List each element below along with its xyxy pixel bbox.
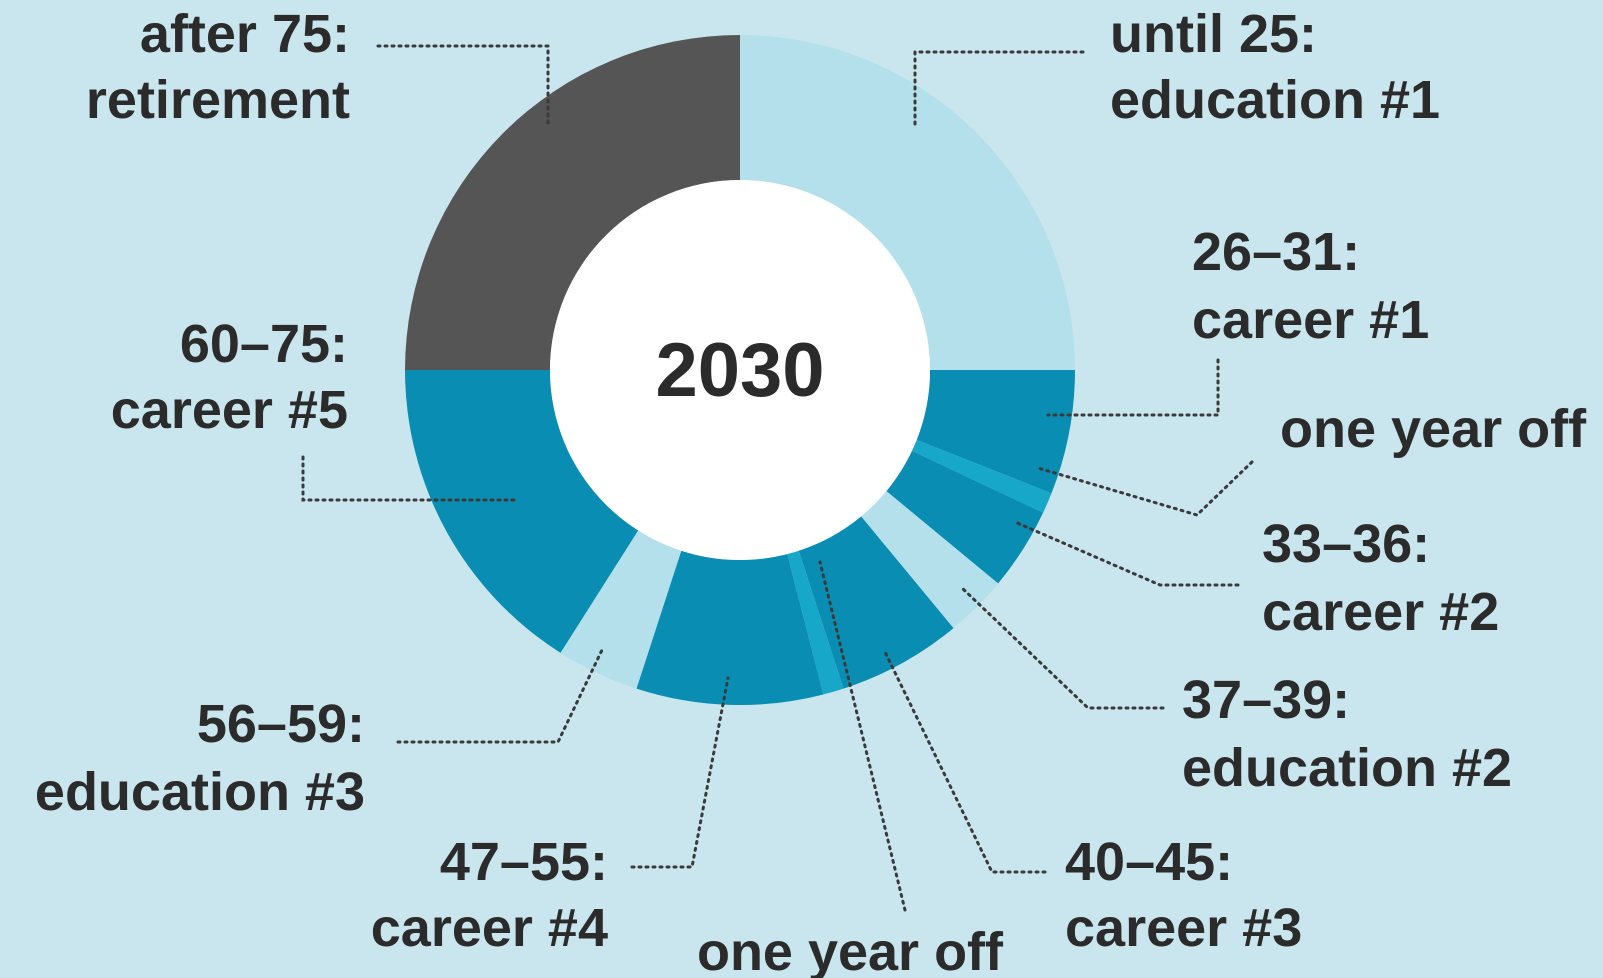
stage-label-edu2: education #2 — [1182, 738, 1512, 798]
range-label-edu1: until 25: — [1110, 4, 1317, 64]
slice-car4 — [636, 550, 824, 705]
leader-line-car3 — [883, 650, 1047, 874]
leader-line-edu2 — [960, 586, 1165, 710]
stage-label-edu1: education #1 — [1110, 70, 1440, 130]
stage-label-off1: one year off — [1280, 399, 1587, 459]
slice-ret — [405, 35, 740, 370]
stage-label-car1: career #1 — [1192, 290, 1429, 350]
range-label-edu3: 56–59: — [197, 694, 365, 754]
range-label-edu2: 37–39: — [1182, 670, 1350, 730]
range-label-car1: 26–31: — [1192, 222, 1360, 282]
slice-car1 — [916, 370, 1075, 494]
stage-label-off2: one year off — [697, 922, 1004, 978]
leader-line-ret — [376, 44, 550, 128]
stage-label-ret: retirement — [86, 70, 350, 130]
donut-slices — [405, 35, 1075, 705]
range-label-car2: 33–36: — [1262, 514, 1430, 574]
slice-edu2 — [861, 491, 999, 629]
slice-car3 — [798, 516, 954, 689]
stage-label-car3: career #3 — [1065, 898, 1302, 958]
leader-line-car5 — [301, 455, 520, 502]
leader-lines — [301, 44, 1254, 912]
donut-hole — [550, 180, 930, 560]
slice-edu3 — [560, 530, 682, 689]
slice-edu1 — [740, 35, 1075, 370]
stage-label-edu3: education #3 — [35, 762, 365, 822]
leader-line-car2 — [1013, 520, 1240, 587]
leader-line-car4 — [630, 676, 730, 869]
slice-off1 — [911, 439, 1052, 513]
range-label-ret: after 75: — [140, 4, 350, 64]
range-label-car4: 47–55: — [440, 832, 608, 892]
slice-off2 — [787, 550, 844, 695]
leader-line-car1 — [1046, 358, 1220, 417]
leader-line-edu3 — [396, 648, 604, 744]
leader-line-off1 — [1036, 460, 1254, 517]
leader-line-edu1 — [913, 50, 1085, 128]
segment-labels: until 25:education #1 26–31: career #1 one … — [35, 4, 1587, 978]
slice-car5 — [405, 370, 639, 653]
center-year-label: 2030 — [655, 328, 824, 413]
slice-car2 — [886, 450, 1044, 584]
stage-label-car5: career #5 — [111, 380, 348, 440]
range-label-car5: 60–75: — [180, 314, 348, 374]
range-label-car3: 40–45: — [1065, 832, 1233, 892]
stage-label-car4: career #4 — [371, 898, 608, 958]
stage-label-car2: career #2 — [1262, 582, 1499, 642]
